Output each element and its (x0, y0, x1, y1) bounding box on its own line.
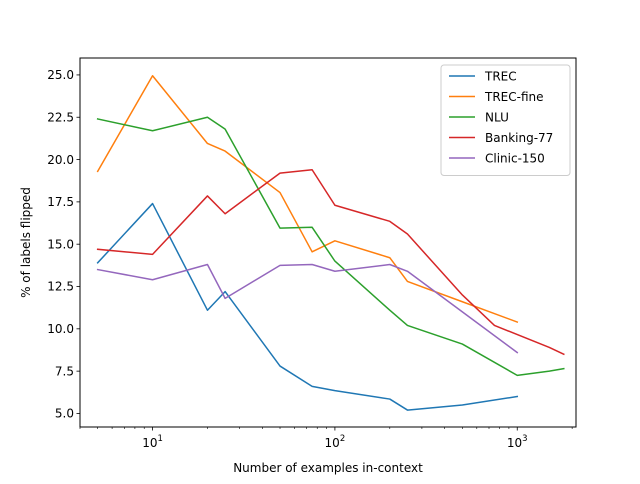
legend-label-trec: TREC (484, 69, 517, 83)
plot-frame (79, 57, 577, 428)
series-line-clinic-150 (96, 263, 519, 354)
y-tick-label: 12.5 (47, 280, 74, 294)
legend: TREC TREC-fine NLU Banking-77 Clinic-150 (440, 64, 571, 176)
y-axis-ticks: 5.0 7.5 10.0 12.5 15.0 17.5 20.0 22.5 25.0 (47, 68, 80, 421)
y-tick-label: 25.0 (47, 68, 74, 82)
x-axis-label: Number of examples in-context (233, 461, 423, 475)
legend-label-nlu: NLU (485, 110, 509, 124)
legend-label-trec-fine: TREC-fine (484, 90, 544, 104)
y-tick-label: 20.0 (47, 153, 74, 167)
y-tick-label: 10.0 (47, 322, 74, 336)
y-axis-label: % of labels flipped (19, 187, 33, 298)
series-lines (96, 75, 565, 411)
y-tick-label: 15.0 (47, 237, 74, 251)
series-line-nlu (96, 116, 565, 377)
legend-box (440, 64, 571, 176)
series-line-banking-77 (96, 168, 565, 356)
y-tick-label: 22.5 (47, 110, 74, 124)
series-line-trec (96, 202, 519, 411)
legend-label-banking-77: Banking-77 (485, 131, 553, 145)
y-tick-label: 5.0 (55, 407, 74, 421)
legend-label-clinic-150: Clinic-150 (485, 151, 545, 165)
series-line-trec-fine (96, 75, 519, 324)
y-tick-label: 17.5 (47, 195, 74, 209)
y-tick-label: 7.5 (55, 364, 74, 378)
